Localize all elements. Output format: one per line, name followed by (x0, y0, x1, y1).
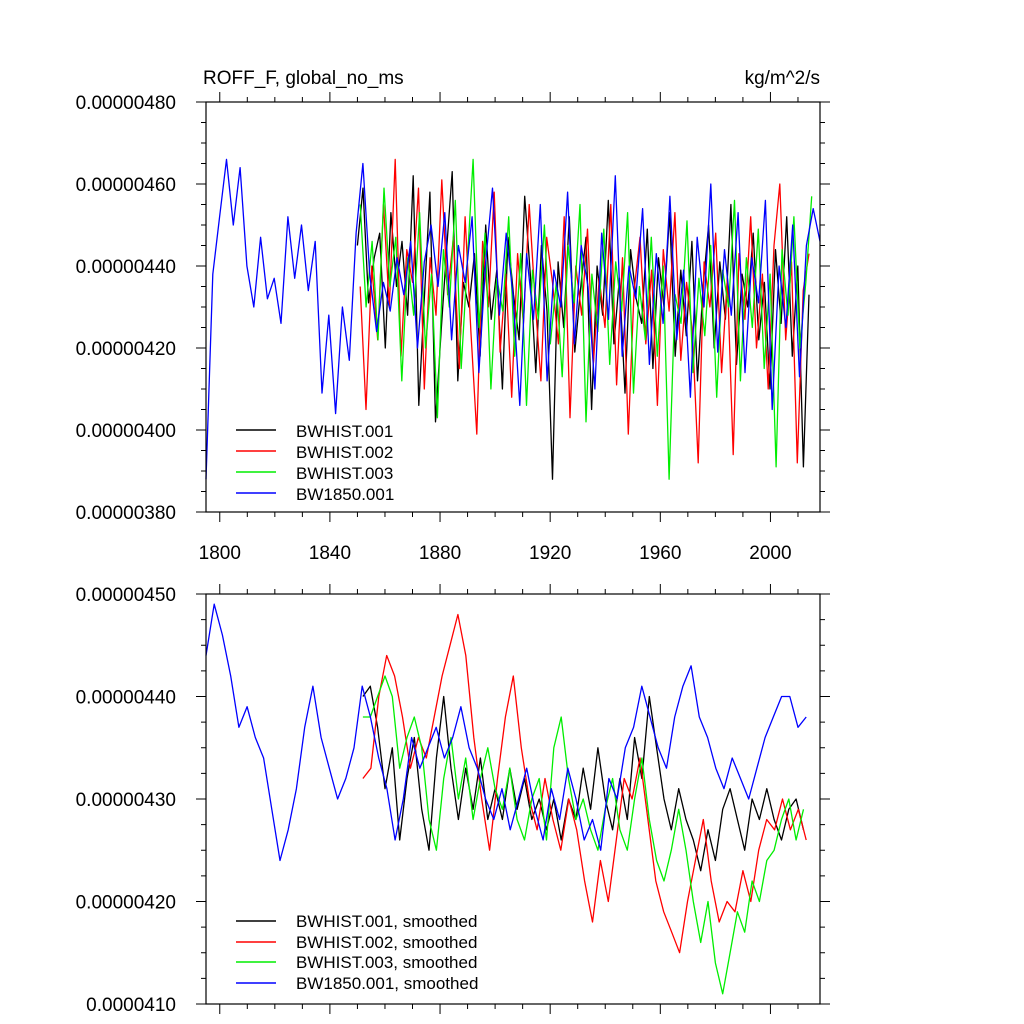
bottom-panel: 0.0000410 0.00000420 0.00000430 0.00000440 0… (76, 584, 830, 1016)
top-x-tick-label-1880: 1880 (419, 543, 461, 564)
bottom-series-line-bwhist-002-smoothed (362, 613, 807, 954)
bottom-legend-label-bwhist-002: BWHIST.002, smoothed (296, 933, 477, 952)
bottom-y-tick-label-3: 0.00000440 (76, 688, 176, 709)
bottom-y-tick-label-1: 0.00000420 (76, 893, 176, 914)
top-panel: ROFF_F, global_no_ms kg/m^2/s 1800 1840 18… (76, 68, 830, 564)
bottom-y-tick-label-2: 0.00000430 (76, 790, 176, 811)
bottom-legend-label-bw1850-001: BW1850.001, smoothed (296, 974, 478, 993)
bottom-plot-frame (205, 593, 821, 1005)
bottom-y-tick-label-0: 0.0000410 (86, 995, 176, 1016)
top-x-tick-label-1800: 1800 (199, 543, 241, 564)
top-legend-label-bw1850-001: BW1850.001 (296, 485, 394, 504)
top-y-tick-label-0: 0.00000380 (76, 503, 176, 524)
bottom-legend-label-bwhist-001: BWHIST.001, smoothed (296, 912, 477, 931)
top-series-line-bw1850-001 (205, 158, 821, 480)
bottom-series-line-bw1850-001-smoothed (205, 603, 807, 862)
top-x-tick-label-2000: 2000 (749, 543, 791, 564)
top-y-tick-label-4: 0.00000460 (76, 175, 176, 196)
top-x-tick-label-1920: 1920 (529, 543, 571, 564)
bottom-legend-label-bwhist-003: BWHIST.003, smoothed (296, 953, 477, 972)
bottom-series-line-bwhist-003-smoothed (362, 675, 805, 995)
bottom-series-group (205, 603, 807, 995)
top-units: kg/m^2/s (745, 68, 820, 89)
top-y-tick-label-1: 0.00000400 (76, 421, 176, 442)
bottom-y-tick-label-4: 0.00000450 (76, 585, 176, 606)
top-legend-label-bwhist-003: BWHIST.003 (296, 464, 393, 483)
top-legend: BWHIST.001 BWHIST.002 BWHIST.003 BW1850.… (236, 422, 394, 504)
top-y-tick-label-3: 0.00000440 (76, 257, 176, 278)
top-series-group (205, 158, 821, 480)
top-y-tick-label-5: 0.00000480 (76, 93, 176, 114)
top-legend-label-bwhist-001: BWHIST.001 (296, 422, 393, 441)
top-axes: 1800 1840 1880 1920 1960 2000 0.00000380 0.0000… (76, 92, 830, 564)
top-plot-frame (205, 101, 821, 513)
top-x-tick-label-1960: 1960 (639, 543, 681, 564)
top-y-tick-label-2: 0.00000420 (76, 339, 176, 360)
top-legend-label-bwhist-002: BWHIST.002 (296, 443, 393, 462)
bottom-series-line-bwhist-001-smoothed (362, 685, 805, 872)
top-x-tick-label-1840: 1840 (309, 543, 351, 564)
top-series-line-bwhist-003 (359, 158, 813, 480)
top-title: ROFF_F, global_no_ms (203, 68, 404, 89)
bottom-legend: BWHIST.001, smoothed BWHIST.002, smoothe… (236, 912, 478, 993)
bottom-axes: 0.0000410 0.00000420 0.00000430 0.00000440 0… (76, 584, 830, 1016)
top-series-line-bwhist-002 (359, 158, 810, 464)
